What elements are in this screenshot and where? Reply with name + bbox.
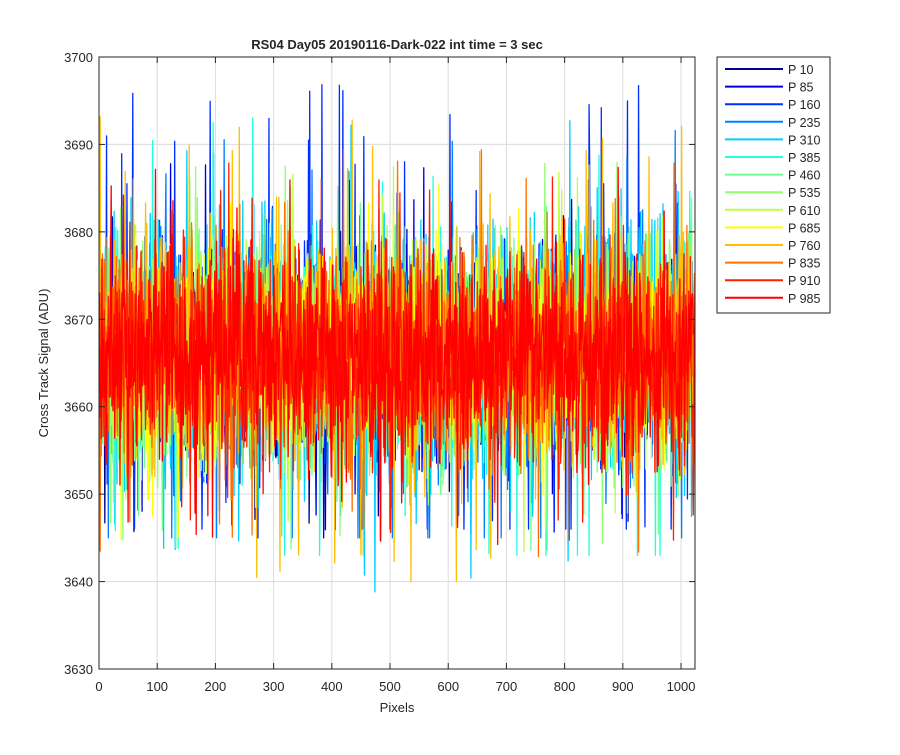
- legend: P 10 P 85 P 160 P 235 P 310 P 385 P 460 P 535 P …: [716, 56, 831, 314]
- legend-label: P 835: [788, 257, 820, 271]
- legend-label: P 685: [788, 221, 820, 235]
- ticks: [98, 56, 695, 670]
- y-tick-label: 3690: [64, 137, 93, 152]
- x-tick-label: 300: [263, 679, 285, 694]
- y-tick-label: 3660: [64, 400, 93, 415]
- chart-title: RS04 Day05 20190116-Dark-022 int time = …: [251, 37, 543, 52]
- y-tick-label: 3650: [64, 487, 93, 502]
- x-tick-label: 500: [379, 679, 401, 694]
- legend-box: [716, 56, 831, 314]
- legend-label: P 460: [788, 169, 820, 183]
- axes-box: [98, 56, 696, 670]
- x-tick-label: 600: [437, 679, 459, 694]
- x-tick-label: 900: [612, 679, 634, 694]
- legend-label: P 235: [788, 116, 820, 130]
- y-tick-label: 3670: [64, 312, 93, 327]
- legend-label: P 535: [788, 186, 820, 200]
- x-axis-label: Pixels: [380, 700, 415, 715]
- plot-area: [99, 84, 695, 593]
- legend-label: P 160: [788, 98, 820, 112]
- y-tick-label: 3640: [64, 575, 93, 590]
- x-tick-label: 1000: [667, 679, 696, 694]
- legend-label: P 385: [788, 151, 820, 165]
- y-tick-label: 3630: [64, 662, 93, 677]
- legend-label: P 985: [788, 292, 820, 306]
- legend-label: P 85: [788, 81, 814, 95]
- y-tick-label: 3680: [64, 225, 93, 240]
- tick-labels: 0 100 200 300 400 500 600 700 800 900 1000 3630 3640…: [64, 50, 695, 694]
- legend-items: P 10 P 85 P 160 P 235 P 310 P 385 P 460 P 535 P …: [725, 63, 820, 306]
- series-group: [99, 84, 695, 593]
- x-tick-label: 100: [146, 679, 168, 694]
- y-tick-label: 3700: [64, 50, 93, 65]
- x-tick-label: 200: [205, 679, 227, 694]
- x-tick-label: 700: [496, 679, 518, 694]
- series-line: [99, 166, 695, 546]
- legend-label: P 610: [788, 204, 820, 218]
- x-tick-label: 400: [321, 679, 343, 694]
- y-axis-label: Cross Track Signal (ADU): [36, 289, 51, 438]
- legend-label: P 310: [788, 133, 820, 147]
- x-tick-label: 800: [554, 679, 576, 694]
- legend-label: P 760: [788, 239, 820, 253]
- x-tick-label: 0: [95, 679, 102, 694]
- legend-label: P 10: [788, 63, 814, 77]
- legend-label: P 910: [788, 274, 820, 288]
